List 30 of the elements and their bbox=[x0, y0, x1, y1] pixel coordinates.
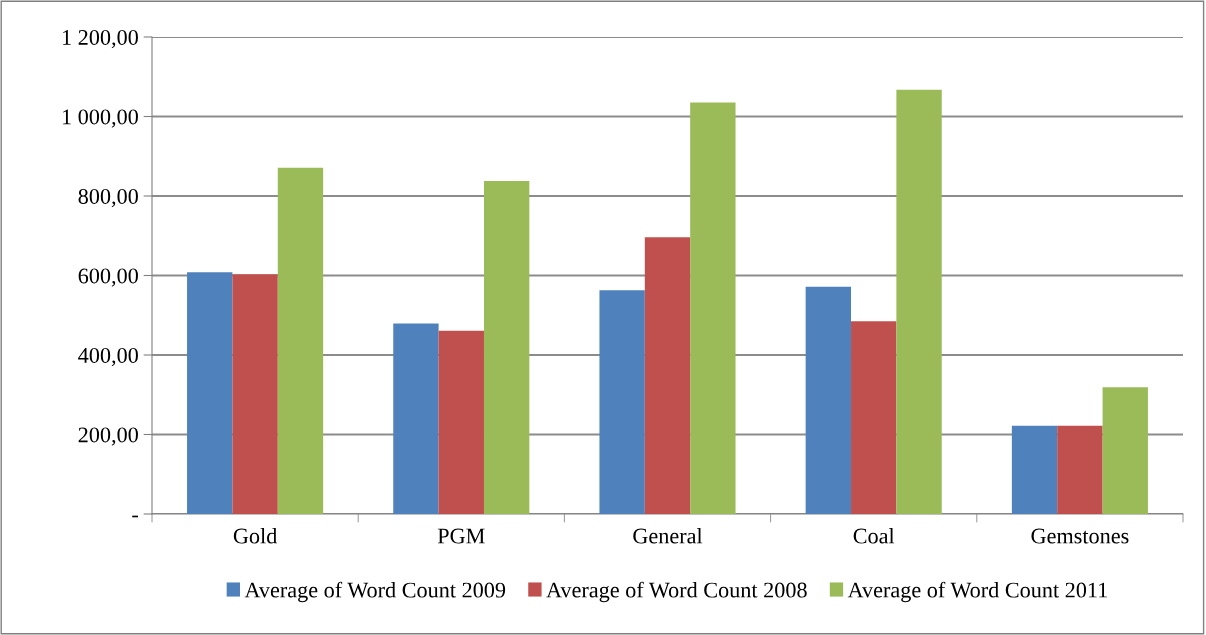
legend-label: Average of Word Count 2008 bbox=[546, 581, 807, 603]
y-tick-label: 400,00 bbox=[78, 347, 138, 367]
x-tick-label: PGM bbox=[437, 528, 485, 544]
bar bbox=[393, 323, 439, 514]
bar bbox=[690, 102, 736, 514]
bar bbox=[483, 180, 530, 514]
bar bbox=[277, 167, 324, 514]
bar bbox=[644, 237, 691, 514]
bar bbox=[851, 321, 897, 514]
x-tick-label: Gemstones bbox=[1031, 528, 1129, 544]
x-tick-label: Coal bbox=[853, 527, 895, 544]
bar bbox=[1102, 387, 1148, 514]
bar bbox=[896, 89, 942, 514]
bar bbox=[1011, 425, 1058, 514]
y-tick-label: - bbox=[132, 515, 138, 518]
y-tick-label: 600,00 bbox=[78, 268, 138, 287]
x-tick-label: General bbox=[633, 527, 703, 544]
y-tick-label: 800,00 bbox=[78, 188, 138, 208]
y-tick-label: 200,00 bbox=[78, 427, 138, 446]
bar bbox=[232, 274, 278, 514]
bar bbox=[187, 272, 233, 514]
bar bbox=[599, 290, 645, 514]
x-tick-label: Gold bbox=[233, 527, 278, 544]
bar bbox=[438, 330, 484, 514]
bar bbox=[1057, 425, 1103, 514]
bar bbox=[805, 286, 852, 514]
legend-label: Average of Word Count 2011 bbox=[847, 581, 1107, 603]
y-tick-label: 1 000,00 bbox=[62, 109, 138, 128]
legend-label: Average of Word Count 2009 bbox=[244, 581, 506, 603]
y-tick-label: 1 200,00 bbox=[62, 29, 138, 49]
